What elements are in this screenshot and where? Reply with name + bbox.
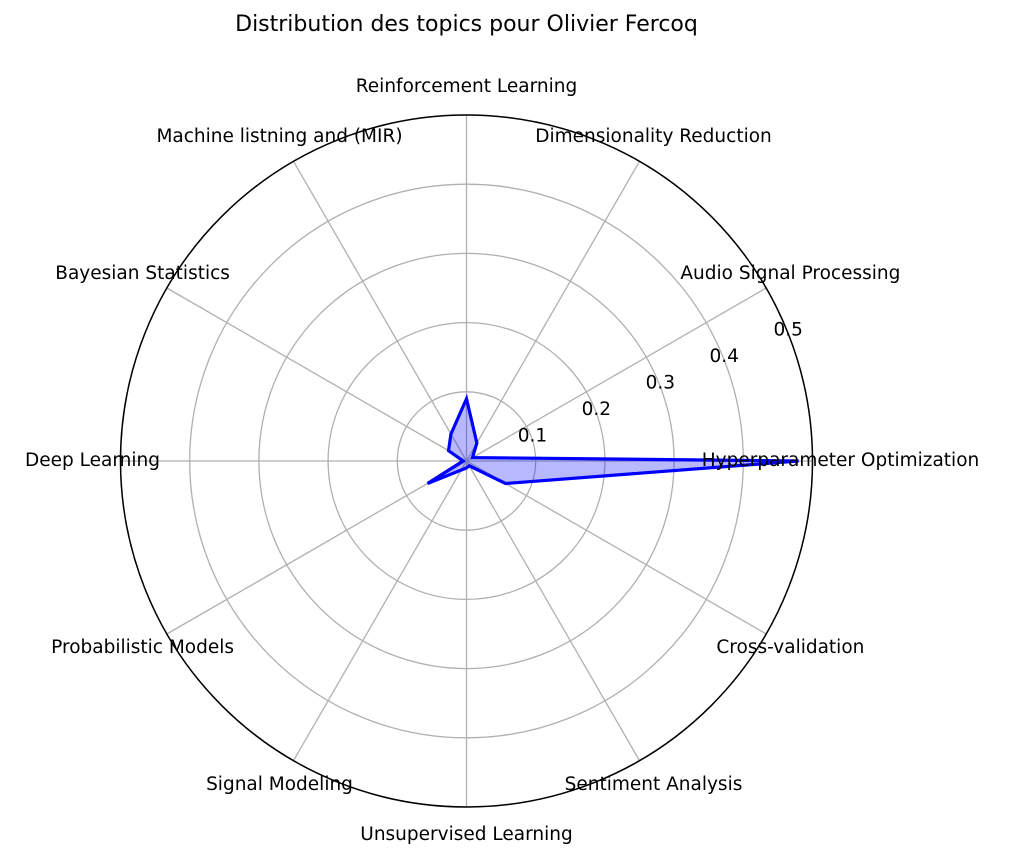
category-label: Hyperparameter Optimization	[702, 450, 979, 471]
radial-tick-label: 0.2	[582, 399, 611, 420]
series-layer	[426, 393, 799, 486]
spoke-4	[292, 161, 468, 462]
category-label: Probabilistic Models	[51, 637, 234, 658]
category-labels: Hyperparameter Optimization Audio Signal …	[25, 76, 979, 845]
category-label: Cross-validation	[716, 637, 864, 658]
radial-tick-label: 0.5	[773, 320, 802, 341]
spoke-1	[466, 287, 767, 462]
series-fill-0	[427, 398, 799, 484]
category-label: Audio Signal Processing	[680, 263, 900, 284]
chart-title: Distribution des topics pour Olivier Fer…	[235, 12, 698, 37]
radial-tick-labels: 0.1 0.2 0.3 0.4 0.5	[518, 320, 803, 447]
category-label: Unsupervised Learning	[360, 824, 572, 845]
radial-tick-label: 0.3	[646, 373, 675, 394]
category-label: Signal Modeling	[206, 774, 353, 795]
spoke-8	[292, 460, 468, 761]
category-label: Reinforcement Learning	[356, 76, 577, 97]
spoke-11	[466, 460, 767, 635]
category-label: Deep Learning	[25, 450, 160, 471]
spoke-5	[166, 287, 467, 462]
radial-tick-label: 0.4	[710, 346, 739, 367]
category-label: Machine listning and (MIR)	[156, 126, 402, 147]
spoke-7	[166, 460, 467, 635]
spoke-10	[465, 460, 641, 761]
polar-frame	[119, 114, 814, 808]
radial-tick-label: 0.1	[518, 426, 547, 447]
category-label: Bayesian Statistics	[55, 263, 230, 284]
category-label: Dimensionality Reduction	[535, 126, 772, 147]
spoke-2	[465, 161, 641, 462]
category-label: Sentiment Analysis	[565, 774, 743, 795]
